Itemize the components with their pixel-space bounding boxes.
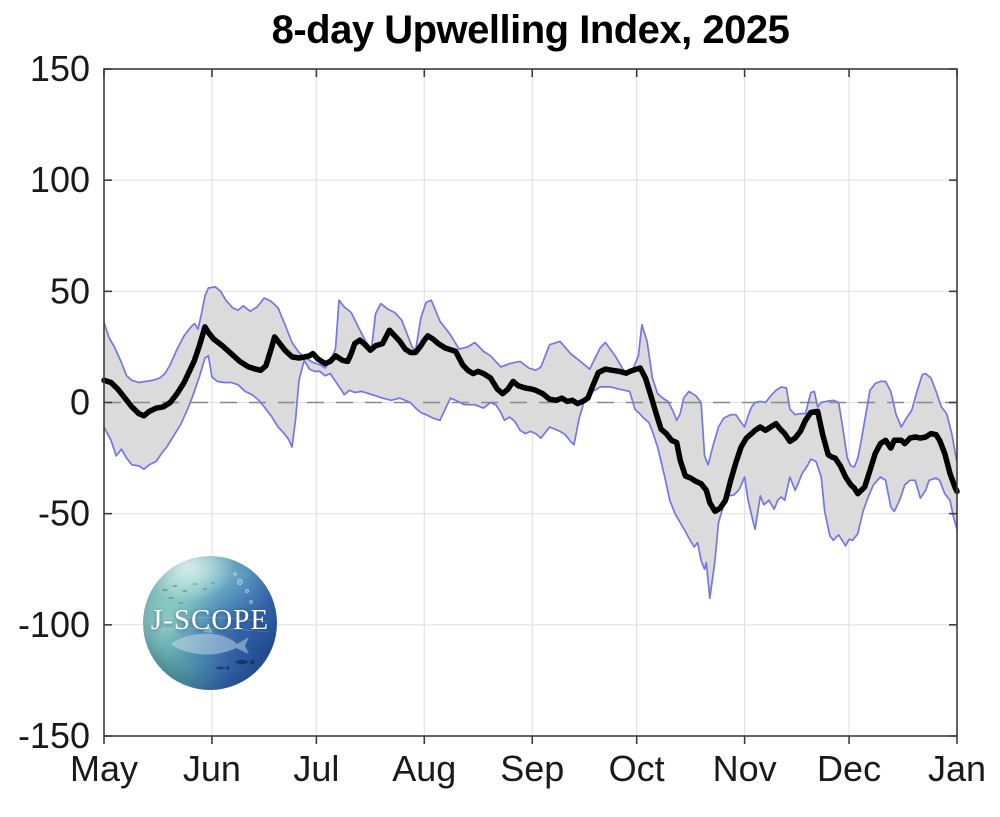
bubbles — [233, 572, 253, 604]
upper-bound-line — [103, 286, 958, 468]
y-tick-label: 50 — [50, 270, 90, 311]
mean-line — [101, 324, 960, 515]
x-tick-label: Jan — [928, 748, 986, 789]
y-tick-label: -150 — [18, 715, 90, 756]
large-fish-silhouette — [171, 625, 249, 655]
logo-text: J-SCOPE — [150, 603, 270, 636]
y-tick-label: 0 — [70, 382, 90, 423]
y-tick-label: -100 — [18, 604, 90, 645]
x-tick-label: Jul — [293, 748, 339, 789]
water-texture — [150, 616, 270, 633]
x-tick-label: Sep — [500, 748, 564, 789]
x-tick-label: Dec — [817, 748, 881, 789]
fish-school-specks — [162, 582, 215, 604]
y-tick-label: 100 — [30, 159, 90, 200]
logo-art — [150, 572, 270, 671]
y-tick-label: -50 — [38, 493, 90, 534]
jscope-logo: J-SCOPE — [143, 556, 277, 690]
lower-bound-line — [103, 354, 958, 600]
x-tick-label: Oct — [609, 748, 665, 789]
chart-title: 8-day Upwelling Index, 2025 — [271, 8, 790, 52]
x-tick-label: Nov — [713, 748, 777, 789]
x-tick-label: Jun — [183, 748, 241, 789]
confidence-band — [104, 286, 957, 599]
x-tick-label: Aug — [392, 748, 456, 789]
y-tick-label: 150 — [30, 48, 90, 89]
small-fish-silhouettes — [215, 658, 254, 671]
x-tick-label: May — [70, 748, 138, 789]
